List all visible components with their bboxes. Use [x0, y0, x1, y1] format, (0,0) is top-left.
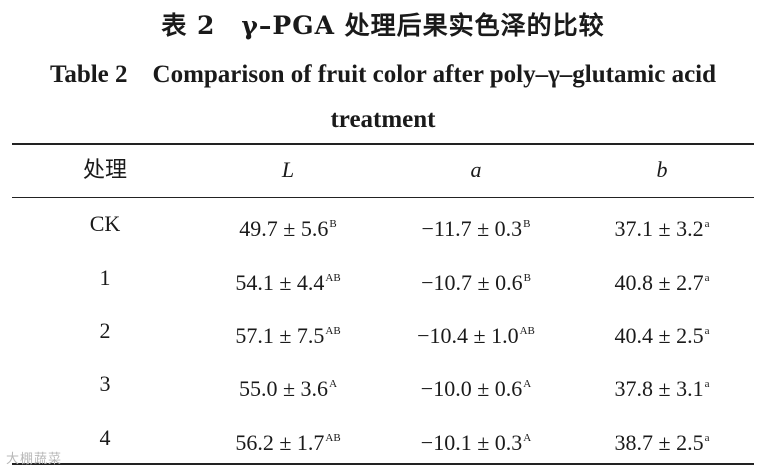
- significance-letter: a: [704, 432, 710, 444]
- cell-l: 55.0 ± 3.6A: [239, 371, 337, 402]
- significance-letter: AB: [325, 272, 341, 284]
- cell-value: 37.1 ± 3.2: [614, 216, 704, 241]
- cell-treatment: 3: [99, 371, 111, 396]
- cell-value: 57.1 ± 7.5: [235, 323, 325, 348]
- header-b: b: [656, 157, 668, 182]
- cell-b: 40.8 ± 2.7a: [615, 265, 710, 296]
- significance-letter: AB: [325, 325, 341, 337]
- cell-b: 37.1 ± 3.2a: [615, 211, 710, 242]
- significance-letter: AB: [325, 432, 341, 444]
- significance-letter: A: [523, 432, 532, 444]
- cell-a: −11.7 ± 0.3B: [421, 211, 530, 242]
- cell-a: −10.4 ± 1.0AB: [417, 318, 535, 349]
- significance-letter: B: [523, 218, 531, 230]
- table-title-english: Table 2 Comparison of fruit color after …: [49, 61, 717, 133]
- cell-treatment: 4: [99, 425, 111, 450]
- cell-value: −10.0 ± 0.6: [420, 376, 523, 401]
- significance-letter: A: [329, 378, 338, 390]
- cell-a: −10.0 ± 0.6A: [421, 371, 531, 402]
- cell-value: 40.8 ± 2.7: [614, 270, 704, 295]
- cell-value: 49.7 ± 5.6: [239, 216, 329, 241]
- significance-letter: B: [329, 218, 337, 230]
- table-top-rule: [12, 143, 754, 145]
- cell-l: 56.2 ± 1.7AB: [235, 425, 340, 456]
- cell-value: −11.7 ± 0.3: [421, 216, 523, 241]
- cell-value: −10.4 ± 1.0: [417, 323, 519, 348]
- table-header-rule: [12, 197, 754, 198]
- cell-b: 40.4 ± 2.5a: [615, 318, 710, 349]
- cell-treatment: CK: [89, 211, 121, 236]
- cell-a: −10.7 ± 0.6B: [421, 265, 531, 296]
- cell-value: −10.7 ± 0.6: [421, 270, 523, 295]
- significance-letter: A: [523, 378, 532, 390]
- significance-letter: a: [704, 378, 710, 390]
- significance-letter: a: [704, 325, 710, 337]
- table-title-chinese: 表 2 γ–PGA 处理后果实色泽的比较: [161, 11, 605, 40]
- cell-b: 37.8 ± 3.1a: [615, 371, 710, 402]
- header-l: L: [281, 157, 295, 182]
- cell-value: 40.4 ± 2.5: [614, 323, 704, 348]
- cell-treatment: 1: [99, 265, 111, 290]
- cell-value: 56.2 ± 1.7: [235, 430, 325, 455]
- significance-letter: a: [704, 218, 710, 230]
- cell-l: 54.1 ± 4.4AB: [235, 265, 340, 296]
- cell-value: 55.0 ± 3.6: [238, 376, 329, 401]
- table-bottom-rule: [12, 463, 754, 465]
- significance-letter: AB: [519, 325, 535, 337]
- cell-value: 37.8 ± 3.1: [614, 376, 704, 401]
- significance-letter: B: [523, 272, 531, 284]
- cell-l: 49.7 ± 5.6B: [239, 211, 336, 242]
- cell-value: −10.1 ± 0.3: [420, 430, 523, 455]
- watermark: 大棚蔬菜: [6, 452, 63, 467]
- cell-value: 54.1 ± 4.4: [235, 270, 325, 295]
- cell-value: 38.7 ± 2.5: [614, 430, 704, 455]
- significance-letter: a: [704, 272, 710, 284]
- header-treatment: 处理: [82, 157, 128, 182]
- cell-b: 38.7 ± 2.5a: [615, 425, 710, 456]
- cell-a: −10.1 ± 0.3A: [421, 425, 531, 456]
- header-a: a: [470, 157, 482, 182]
- cell-l: 57.1 ± 7.5AB: [235, 318, 340, 349]
- cell-treatment: 2: [99, 318, 111, 343]
